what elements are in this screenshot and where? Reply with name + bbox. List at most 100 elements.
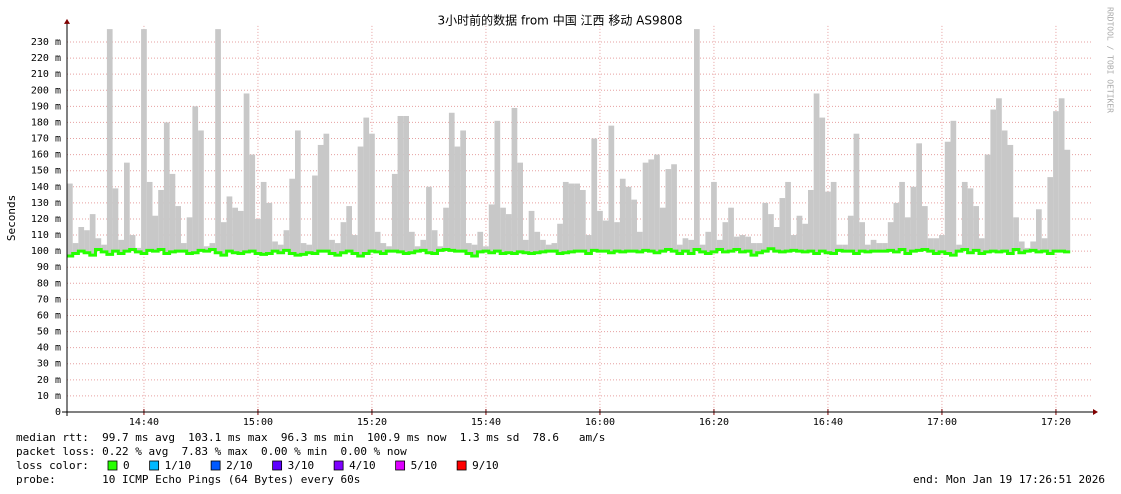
smoke-bar	[209, 243, 216, 250]
smoke-bar	[158, 189, 164, 250]
smoke-bar	[990, 109, 997, 252]
y-axis-arrow	[64, 18, 70, 24]
legend-label: 4/10	[349, 459, 376, 472]
smoke-bar	[243, 93, 250, 252]
smoke-bar	[773, 226, 780, 252]
stats-end: end: Mon Jan 19 17:26:51 2026	[913, 473, 1105, 486]
smoke-bar	[517, 162, 523, 252]
legend-label: 3/10	[288, 459, 315, 472]
y-tick-label: 40 m	[37, 343, 61, 354]
smoke-bar	[1030, 241, 1036, 251]
smoke-bar	[842, 244, 848, 252]
smoke-bar	[89, 214, 96, 256]
y-tick-label: 50 m	[37, 327, 61, 338]
smoke-bar	[203, 246, 210, 252]
smoke-bar	[477, 231, 484, 252]
smoke-bar	[403, 115, 409, 254]
smoke-bar	[129, 235, 136, 250]
smoke-bar	[226, 196, 233, 252]
smoke-bar	[329, 239, 335, 254]
smoke-bar	[106, 29, 113, 255]
legend-label: 2/10	[226, 459, 253, 472]
smoke-bar	[859, 222, 865, 252]
smoke-bar	[266, 202, 273, 254]
y-tick-label: 80 m	[37, 278, 61, 289]
smoke-bar	[163, 122, 170, 254]
smoke-bar	[580, 189, 586, 252]
y-tick-label: 140 m	[31, 182, 61, 193]
smoke-bar	[540, 239, 546, 252]
smoke-bar	[488, 204, 495, 253]
smoke-bar	[1024, 247, 1031, 252]
x-tick-label: 17:20	[1041, 417, 1071, 428]
smoke-bar	[665, 169, 672, 250]
smoke-bar	[1001, 130, 1008, 252]
smoke-bar	[830, 181, 837, 254]
smoke-bar	[118, 239, 124, 254]
stats-probe: probe: 10 ICMP Echo Pings (64 Bytes) eve…	[16, 473, 360, 486]
smoke-bar	[215, 29, 221, 253]
smoke-bar	[733, 236, 740, 250]
smoke-bar	[739, 235, 746, 252]
smoke-bar	[956, 244, 962, 252]
smoke-bar	[317, 144, 324, 252]
smoke-bar	[312, 175, 318, 254]
legend-label: loss color:	[16, 459, 89, 472]
legend-swatch	[333, 460, 344, 471]
smoke-bar	[790, 235, 797, 251]
smoke-bar	[369, 133, 375, 252]
legend-label: 9/10	[472, 459, 499, 472]
smoke-bar	[608, 125, 615, 253]
median-line	[67, 247, 1071, 258]
smoke-bar	[500, 207, 506, 254]
smoke-bar	[78, 226, 85, 252]
smoke-bar	[528, 210, 535, 254]
smoke-bar	[260, 181, 267, 255]
smoke-bar	[728, 207, 734, 252]
y-tick-label: 200 m	[31, 85, 61, 96]
x-axis-arrow	[1093, 409, 1098, 415]
smoke-bar	[694, 29, 700, 250]
smoke-bar	[414, 246, 421, 252]
smoke-bar	[716, 239, 723, 250]
y-tick-label: 30 m	[37, 359, 61, 370]
smoke-bar	[557, 223, 563, 254]
smoke-bar	[711, 181, 717, 252]
x-tick-label: 15:20	[357, 417, 387, 428]
smoke-bar	[768, 214, 774, 249]
smoke-bar	[386, 246, 392, 252]
y-tick-label: 180 m	[31, 117, 61, 128]
watermark: RRDTOOL / TOBI OETIKER	[1106, 7, 1115, 113]
smoke-bar	[409, 231, 415, 253]
smoke-bar	[751, 243, 757, 256]
y-tick-label: 90 m	[37, 262, 61, 273]
smoke-bar	[944, 141, 951, 254]
smoke-bar	[460, 130, 466, 252]
smoke-bar	[346, 206, 352, 252]
smoke-bar	[648, 159, 655, 252]
smoke-bar	[779, 198, 786, 252]
smoke-bar	[836, 244, 843, 251]
x-tick-label: 16:40	[813, 417, 843, 428]
smoke-bar	[1058, 98, 1065, 252]
smoke-bar	[141, 29, 147, 254]
smoke-bar	[426, 186, 432, 253]
smoke-bar	[466, 243, 472, 254]
smoke-bar	[238, 210, 244, 254]
smoke-bar	[614, 222, 620, 252]
legend-label: 1/10	[165, 459, 192, 472]
smoke-bar	[825, 191, 831, 253]
smoke-bar	[979, 238, 985, 254]
legend-swatch	[107, 460, 118, 471]
smoke-bar	[625, 186, 632, 252]
legend-swatch	[210, 460, 221, 471]
smoke-bar	[802, 223, 808, 252]
stats-loss: packet loss: 0.22 % avg 7.83 % max 0.00 …	[16, 445, 407, 458]
smoke-bar	[671, 164, 677, 252]
smoke-bar	[1013, 217, 1019, 250]
legend-label: 0	[123, 459, 130, 472]
smoke-bar	[357, 146, 364, 256]
legend-swatch	[456, 460, 467, 471]
smoke-bar	[961, 181, 968, 250]
